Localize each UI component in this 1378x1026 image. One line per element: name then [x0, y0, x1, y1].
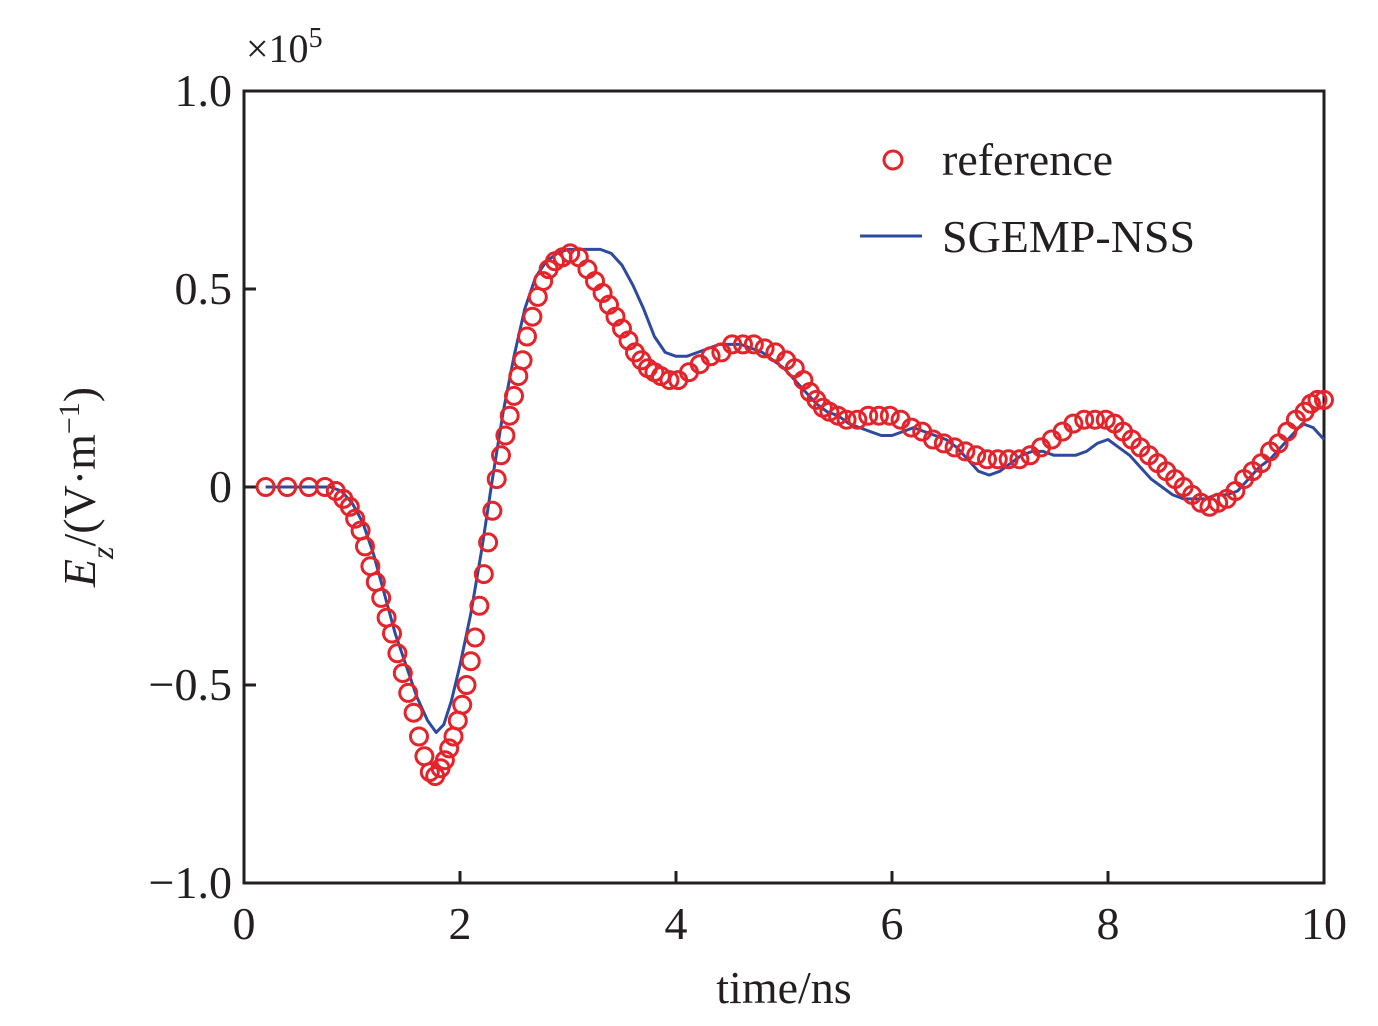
reference-point: [255, 477, 276, 497]
reference-point: [966, 445, 987, 466]
x-axis: 0 2 4 6 8 10: [233, 871, 1347, 949]
reference-point: [482, 500, 503, 521]
reference-point: [382, 623, 402, 644]
x-tick-label: 8: [1097, 898, 1120, 949]
reference-point: [1085, 409, 1105, 430]
y-axis-title-symbol: E: [54, 559, 105, 588]
y-multiplier-base: ×10: [246, 26, 309, 71]
reference-point: [879, 405, 900, 426]
reference-point: [277, 477, 298, 497]
reference-point: [387, 643, 408, 664]
reference-point: [1307, 389, 1328, 410]
y-tick-label: −1.0: [149, 857, 232, 908]
reference-point: [439, 738, 460, 759]
y-axis: 1.0 0.5 0 −0.5 −1.0: [149, 65, 256, 908]
reference-point: [473, 564, 494, 585]
reference-point: [998, 449, 1019, 470]
y-tick-label: 1.0: [175, 65, 233, 116]
reference-point: [858, 405, 879, 426]
reference-point: [392, 663, 413, 684]
reference-point: [469, 595, 490, 616]
y-tick-label: −0.5: [149, 659, 232, 710]
legend: reference SGEMP-NSS: [860, 134, 1195, 262]
y-axis-title-unit: /(V·m: [54, 434, 105, 547]
reference-point: [1074, 409, 1095, 430]
plot-area: [255, 243, 1334, 787]
reference-point: [987, 449, 1008, 470]
reference-point: [533, 271, 554, 292]
reference-point: [977, 449, 997, 470]
x-tick-label: 0: [233, 898, 256, 949]
reference-point: [933, 433, 954, 454]
reference-point: [659, 370, 680, 391]
reference-point: [522, 306, 543, 327]
reference-point: [1009, 449, 1030, 470]
reference-point: [478, 532, 499, 553]
reference-point: [495, 425, 516, 446]
y-axis-title: Ez/(V·m−1): [53, 387, 121, 588]
reference-point: [836, 409, 857, 430]
reference-point: [398, 682, 419, 703]
reference-point: [923, 429, 943, 450]
reference-point: [512, 350, 533, 371]
y-axis-title-subscript: z: [84, 546, 120, 560]
reference-point: [355, 536, 375, 557]
x-tick-label: 2: [449, 898, 472, 949]
y-tick-label: 0.5: [175, 263, 233, 314]
reference-point: [465, 627, 486, 648]
reference-point: [700, 346, 721, 367]
reference-point: [486, 469, 507, 490]
reference-point: [499, 405, 520, 426]
reference-point: [944, 437, 965, 458]
y-tick-label: 0: [209, 461, 232, 512]
x-tick-label: 6: [881, 898, 904, 949]
reference-point: [733, 334, 753, 355]
reference-point: [743, 334, 764, 355]
reference-point: [1314, 389, 1334, 410]
reference-point: [456, 675, 477, 695]
reference-point: [847, 409, 868, 430]
reference-point: [339, 496, 360, 517]
reference-point: [315, 477, 335, 497]
reference-point: [1063, 413, 1084, 434]
y-axis-title-close: ): [54, 387, 105, 402]
reference-point: [517, 326, 537, 347]
reference-point: [955, 441, 976, 462]
y-multiplier-exponent: 5: [309, 23, 323, 54]
legend-marker-reference: [882, 149, 904, 171]
reference-point: [434, 750, 455, 771]
legend-label-reference: reference: [942, 134, 1113, 185]
x-tick-label: 4: [665, 898, 688, 949]
reference-point: [403, 702, 424, 723]
reference-point: [409, 726, 429, 747]
reference-point: [504, 385, 524, 406]
reference-point: [901, 417, 922, 438]
reference-point: [460, 651, 481, 672]
legend-label-sgemp: SGEMP-NSS: [942, 211, 1195, 262]
reference-point: [869, 405, 889, 426]
reference-point: [345, 508, 366, 529]
reference-point: [452, 694, 473, 715]
y-multiplier: ×105: [246, 23, 323, 72]
reference-point: [371, 587, 392, 608]
series-line-sgemp-nss: [265, 247, 1326, 734]
x-tick-label: 10: [1301, 898, 1347, 949]
reference-point: [754, 338, 775, 359]
x-axis-title: time/ns: [716, 962, 851, 1013]
reference-point: [722, 334, 743, 355]
y-axis-title-superscript: −1: [53, 402, 86, 434]
reference-point: [491, 445, 511, 466]
